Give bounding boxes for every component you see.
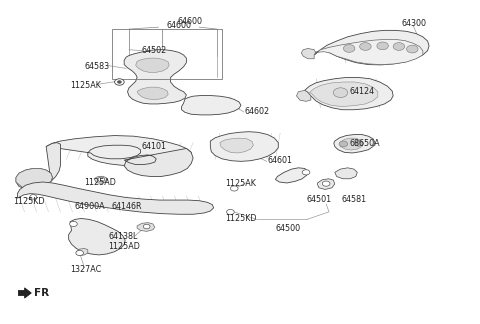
Circle shape	[377, 42, 388, 50]
Text: 1125AD: 1125AD	[84, 179, 116, 188]
Polygon shape	[16, 168, 52, 190]
Text: 64502: 64502	[142, 46, 167, 55]
Circle shape	[76, 250, 84, 256]
Polygon shape	[94, 176, 108, 183]
Polygon shape	[137, 223, 155, 231]
Circle shape	[333, 88, 348, 98]
Circle shape	[323, 181, 330, 186]
Text: 64602: 64602	[245, 107, 270, 116]
Polygon shape	[276, 168, 308, 183]
Polygon shape	[136, 58, 169, 72]
Text: 64501: 64501	[306, 195, 331, 203]
Polygon shape	[124, 50, 186, 104]
Text: 64583: 64583	[84, 62, 109, 71]
Text: 64124: 64124	[349, 87, 374, 96]
Circle shape	[393, 43, 405, 50]
Circle shape	[98, 177, 105, 182]
Circle shape	[360, 43, 371, 50]
Polygon shape	[220, 138, 253, 153]
Circle shape	[407, 45, 418, 53]
Polygon shape	[124, 148, 193, 177]
Polygon shape	[335, 168, 357, 179]
Text: 1125AK: 1125AK	[225, 179, 255, 189]
Text: 64300: 64300	[402, 19, 427, 29]
Text: 1327AC: 1327AC	[70, 265, 101, 273]
Polygon shape	[334, 134, 375, 153]
Text: FR: FR	[34, 288, 49, 298]
Text: 68650A: 68650A	[349, 139, 380, 148]
Bar	[112, 29, 222, 79]
Polygon shape	[210, 132, 278, 161]
Text: 64146R: 64146R	[112, 202, 142, 211]
Circle shape	[343, 45, 355, 52]
Circle shape	[339, 141, 348, 147]
Text: 1125KD: 1125KD	[225, 214, 256, 223]
Text: 64581: 64581	[341, 195, 367, 203]
Polygon shape	[46, 135, 191, 166]
Circle shape	[115, 79, 124, 85]
Polygon shape	[69, 218, 125, 255]
Polygon shape	[314, 40, 423, 64]
Text: 64138L: 64138L	[108, 232, 138, 241]
Polygon shape	[181, 96, 241, 115]
Polygon shape	[76, 249, 88, 256]
Text: 64500: 64500	[276, 224, 301, 233]
Text: 64600: 64600	[166, 21, 191, 30]
Text: 64601: 64601	[268, 156, 293, 165]
Circle shape	[230, 186, 238, 191]
Polygon shape	[16, 143, 60, 190]
Polygon shape	[339, 138, 363, 150]
Polygon shape	[17, 182, 214, 214]
Text: 1125AK: 1125AK	[70, 81, 101, 90]
Circle shape	[354, 140, 363, 146]
Text: 64101: 64101	[142, 142, 167, 151]
Text: 1125AD: 1125AD	[108, 242, 140, 251]
Polygon shape	[314, 30, 429, 65]
Circle shape	[70, 221, 77, 226]
Polygon shape	[310, 82, 378, 107]
Polygon shape	[301, 49, 316, 59]
Circle shape	[144, 224, 150, 229]
Polygon shape	[305, 77, 393, 110]
Circle shape	[302, 170, 310, 175]
Text: 64600: 64600	[177, 17, 202, 26]
Polygon shape	[297, 90, 311, 101]
Circle shape	[227, 209, 234, 214]
Polygon shape	[318, 179, 335, 190]
Text: 64900A: 64900A	[75, 202, 106, 211]
Circle shape	[118, 81, 121, 83]
Polygon shape	[18, 288, 31, 298]
Polygon shape	[137, 87, 168, 99]
Text: 1125KD: 1125KD	[12, 197, 44, 206]
Circle shape	[30, 195, 36, 199]
